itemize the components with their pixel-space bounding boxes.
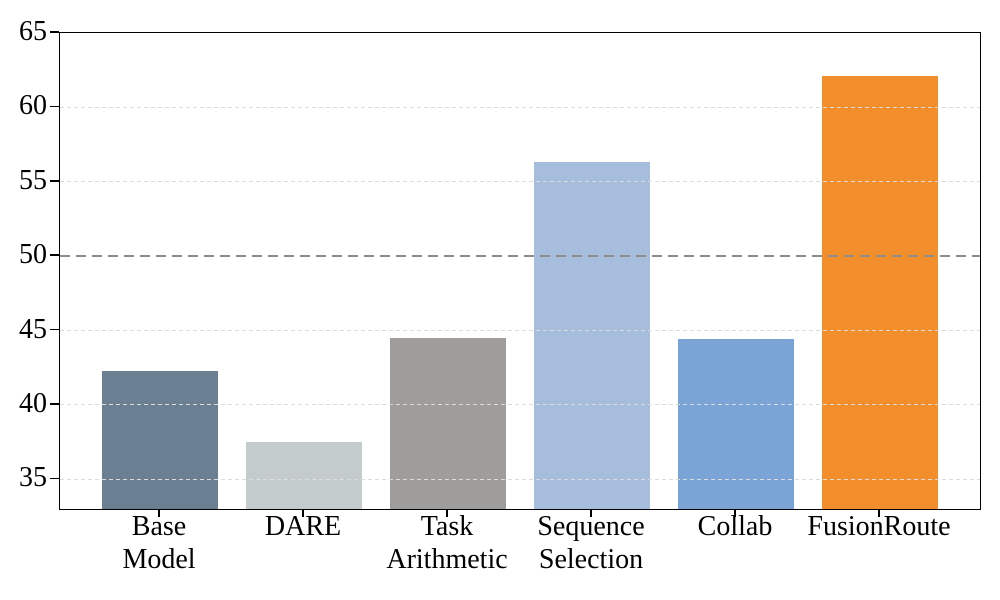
bar-1 [102,370,218,509]
y-tick-mark [50,180,59,182]
bar-4 [534,162,650,509]
gridline [60,106,980,108]
y-tick-label: 60 [19,90,47,122]
y-tick-label: 55 [19,164,47,196]
x-tick-mark [158,509,160,517]
bar-3 [390,337,506,509]
x-tick-mark [302,509,304,517]
x-tick-mark [734,509,736,517]
y-tick-mark [50,477,59,479]
bar-6 [822,76,938,509]
y-tick-label: 35 [19,462,47,494]
gridline [60,404,980,406]
x-tick-label: Task Arithmetic [386,511,508,575]
x-tick-label: DARE [264,511,342,542]
y-tick-mark [50,105,59,108]
x-tick-mark [446,509,448,517]
gridline [60,330,980,331]
y-tick-mark [50,31,59,33]
y-tick-mark [50,403,59,405]
x-tick-label: Collab [697,511,773,542]
x-tick-mark [590,509,592,517]
y-tick-label: 65 [19,16,47,47]
x-tick-label: FusionRoute [807,511,951,542]
reference-line [60,255,980,258]
y-tick-mark [50,328,59,331]
y-tick-label: 40 [19,387,47,419]
x-tick-label: Base Model [122,511,196,575]
plot-area [59,32,981,510]
gridline [60,478,980,480]
x-tick-mark [878,509,880,517]
y-tick-mark [50,254,59,256]
bar-2 [246,442,362,509]
bar-5 [678,339,794,509]
y-tick-label: 50 [19,239,47,271]
y-tick-label: 45 [19,313,47,345]
gridline [60,181,980,183]
x-tick-label: Sequence Selection [537,511,645,575]
